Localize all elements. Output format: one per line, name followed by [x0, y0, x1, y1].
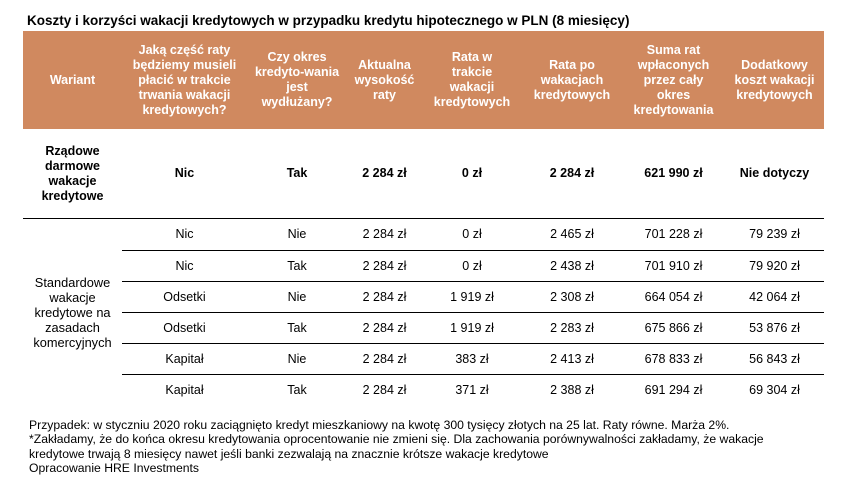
- cell-total: 621 990 zł: [644, 166, 703, 180]
- cell-extended: Nie: [287, 351, 307, 366]
- variant-government: Rządowe darmowe wakacje kredytowe: [41, 143, 104, 203]
- cell-extra: Nie dotyczy: [739, 166, 810, 180]
- cell-total: 675 866 zł: [644, 320, 703, 335]
- cell-current: 2 284 zł: [362, 320, 407, 335]
- cell-during: 0 zł: [462, 258, 482, 273]
- cell-part: Nic: [175, 258, 194, 273]
- col-header-extended: Czy okres kredyto-wania jest wydłużany?: [254, 50, 340, 109]
- footnote-source: Opracowanie HRE Investments: [29, 460, 200, 475]
- cell-total: 701 910 zł: [644, 258, 703, 273]
- cell-extra: 79 920 zł: [749, 258, 800, 273]
- cell-total: 701 228 zł: [644, 227, 703, 241]
- cell-after: 2 388 zł: [550, 383, 594, 397]
- cell-during: 371 zł: [455, 383, 489, 397]
- variant-standard: Standardowe wakacje kredytowe na zasadac…: [33, 275, 112, 350]
- footnote-assumption-cont: kredytowe trwają 8 miesięcy nawet jeśli …: [29, 446, 549, 461]
- row-divider: [122, 343, 824, 344]
- cell-during: 1 919 zł: [450, 289, 494, 304]
- cell-extra: 56 843 zł: [749, 351, 800, 366]
- cell-extended: Tak: [287, 383, 307, 397]
- cell-part: Nic: [174, 166, 195, 180]
- cell-total: 678 833 zł: [644, 351, 703, 366]
- col-header-current: Aktualna wysokość raty: [354, 57, 415, 102]
- cell-after: 2 438 zł: [550, 258, 594, 273]
- cell-during: 0 zł: [462, 227, 482, 241]
- col-header-part: Jaką część raty będziemy musieli płacić …: [132, 42, 237, 117]
- table-title: Koszty i korzyści wakacji kredytowych w …: [27, 13, 630, 28]
- cell-extra: 79 239 zł: [749, 227, 800, 241]
- col-header-after: Rata po wakacjach kredytowych: [533, 57, 611, 102]
- cell-extended: Nie: [287, 289, 307, 304]
- cell-extra: 53 876 zł: [749, 320, 800, 335]
- cell-extended: Tak: [287, 320, 307, 335]
- cell-during: 1 919 zł: [450, 320, 494, 335]
- row-divider: [23, 218, 824, 219]
- cell-current: 2 284 zł: [362, 351, 407, 366]
- row-divider: [122, 374, 824, 375]
- cell-during: 0 zł: [461, 166, 483, 180]
- cell-after: 2 283 zł: [550, 320, 594, 335]
- cell-part: Kapitał: [165, 351, 204, 366]
- cell-after: 2 465 zł: [550, 227, 594, 241]
- col-header-total: Suma rat wpłaconych przez cały okres kre…: [633, 42, 714, 117]
- footnotes: Przypadek: w styczniu 2020 roku zaciągni…: [29, 418, 764, 475]
- cell-total: 691 294 zł: [644, 383, 703, 397]
- row-divider: [122, 312, 824, 313]
- cell-after: 2 308 zł: [550, 289, 594, 304]
- cell-part: Odsetki: [163, 320, 206, 335]
- cell-current: 2 284 zł: [362, 289, 407, 304]
- cell-part: Kapitał: [165, 383, 204, 397]
- cell-extended: Tak: [286, 166, 308, 180]
- col-header-during: Rata w trakcie wakacji kredytowych: [433, 50, 511, 109]
- row-divider: [122, 281, 824, 282]
- cell-extra: 69 304 zł: [749, 383, 800, 397]
- col-header-variant: Wariant: [49, 72, 96, 87]
- cell-total: 664 054 zł: [644, 289, 703, 304]
- cell-part: Odsetki: [163, 289, 206, 304]
- cell-after: 2 284 zł: [549, 166, 595, 180]
- cell-extra: 42 064 zł: [749, 289, 800, 304]
- table-header: Wariant Jaką część raty będziemy musieli…: [23, 31, 824, 129]
- footnote-case: Przypadek: w styczniu 2020 roku zaciągni…: [29, 418, 730, 432]
- footnote-assumption: *Zakładamy, że do końca okresu kredytowa…: [29, 432, 764, 447]
- cell-extended: Tak: [287, 258, 307, 273]
- cell-extended: Nie: [287, 227, 307, 241]
- cell-during: 383 zł: [455, 351, 489, 366]
- cell-current: 2 284 zł: [362, 227, 407, 241]
- row-divider: [122, 250, 824, 251]
- cell-part: Nic: [175, 227, 194, 241]
- col-header-extra: Dodatkowy koszt wakacji kredytowych: [734, 57, 815, 102]
- cell-current: 2 284 zł: [362, 383, 407, 397]
- cell-after: 2 413 zł: [550, 351, 594, 366]
- cell-current: 2 284 zł: [362, 166, 407, 180]
- cell-current: 2 284 zł: [362, 258, 407, 273]
